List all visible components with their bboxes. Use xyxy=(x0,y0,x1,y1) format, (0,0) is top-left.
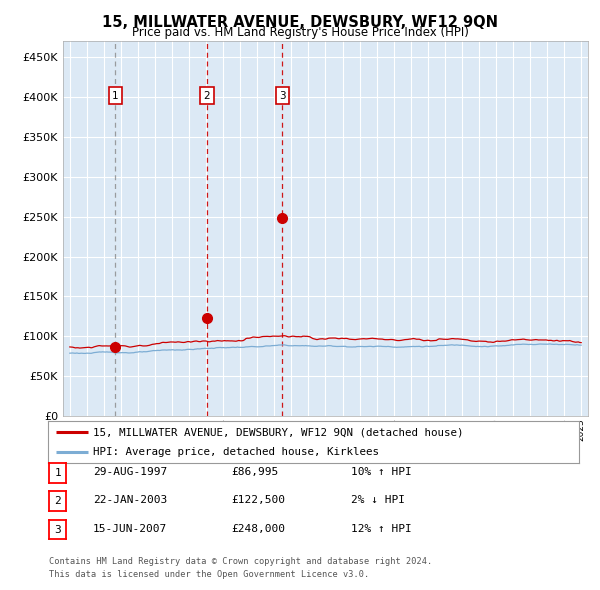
Text: 15-JUN-2007: 15-JUN-2007 xyxy=(93,524,167,533)
Text: Price paid vs. HM Land Registry's House Price Index (HPI): Price paid vs. HM Land Registry's House … xyxy=(131,26,469,39)
Text: 3: 3 xyxy=(54,525,61,535)
Text: 12% ↑ HPI: 12% ↑ HPI xyxy=(351,524,412,533)
Text: This data is licensed under the Open Government Licence v3.0.: This data is licensed under the Open Gov… xyxy=(49,571,370,579)
Text: 15, MILLWATER AVENUE, DEWSBURY, WF12 9QN (detached house): 15, MILLWATER AVENUE, DEWSBURY, WF12 9QN… xyxy=(93,427,464,437)
Text: 3: 3 xyxy=(279,91,286,101)
Text: £122,500: £122,500 xyxy=(231,496,285,505)
Text: 29-AUG-1997: 29-AUG-1997 xyxy=(93,467,167,477)
Text: 22-JAN-2003: 22-JAN-2003 xyxy=(93,496,167,505)
Text: Contains HM Land Registry data © Crown copyright and database right 2024.: Contains HM Land Registry data © Crown c… xyxy=(49,558,433,566)
Text: 2% ↓ HPI: 2% ↓ HPI xyxy=(351,496,405,505)
Text: 1: 1 xyxy=(112,91,118,101)
Text: £86,995: £86,995 xyxy=(231,467,278,477)
Text: HPI: Average price, detached house, Kirklees: HPI: Average price, detached house, Kirk… xyxy=(93,447,379,457)
Text: 2: 2 xyxy=(54,496,61,506)
Text: 1: 1 xyxy=(54,468,61,478)
Text: £248,000: £248,000 xyxy=(231,524,285,533)
Text: 15, MILLWATER AVENUE, DEWSBURY, WF12 9QN: 15, MILLWATER AVENUE, DEWSBURY, WF12 9QN xyxy=(102,15,498,30)
Text: 10% ↑ HPI: 10% ↑ HPI xyxy=(351,467,412,477)
Text: 2: 2 xyxy=(204,91,211,101)
